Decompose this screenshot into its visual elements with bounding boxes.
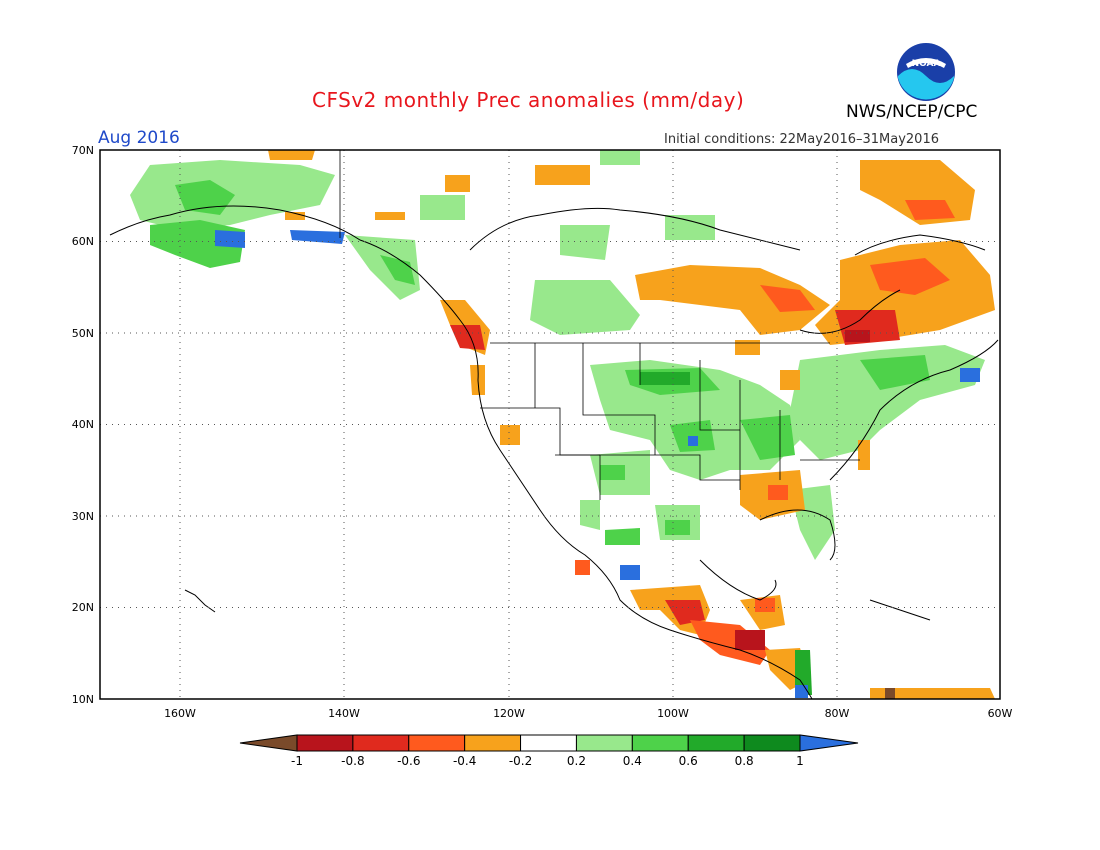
lon-label: 140W bbox=[328, 707, 360, 720]
colorbar-label: -0.6 bbox=[397, 754, 420, 768]
lon-label: 60W bbox=[988, 707, 1013, 720]
colorbar-box bbox=[575, 734, 633, 752]
colorbar-box bbox=[631, 734, 689, 752]
colorbar-label: -1 bbox=[291, 754, 303, 768]
colorbar-label: 0.8 bbox=[735, 754, 754, 768]
target-month: Aug 2016 bbox=[98, 128, 180, 148]
lat-label: 20N bbox=[72, 601, 94, 614]
colorbar-label: 0.4 bbox=[623, 754, 642, 768]
colorbar-box bbox=[464, 734, 522, 752]
coastlines bbox=[109, 205, 999, 700]
colorbar-box bbox=[687, 734, 745, 752]
lat-label: 30N bbox=[72, 510, 94, 523]
colorbar-arrow-low bbox=[239, 734, 298, 752]
logo-text: NOAA bbox=[912, 59, 941, 69]
initial-conditions: Initial conditions: 22May2016–31May2016 bbox=[664, 132, 939, 147]
lon-label: 100W bbox=[657, 707, 689, 720]
agency-label: NWS/NCEP/CPC bbox=[846, 102, 978, 122]
lon-label: 160W bbox=[164, 707, 196, 720]
colorbar-arrow-high bbox=[799, 734, 859, 752]
lat-label: 60N bbox=[72, 235, 94, 248]
noaa-logo: NOAA bbox=[896, 42, 956, 102]
longitude-labels: 160W 140W 120W 100W 80W 60W bbox=[164, 707, 1012, 720]
latitude-labels: 70N 60N 50N 40N 30N 20N 10N bbox=[72, 144, 94, 706]
lat-label: 70N bbox=[72, 144, 94, 157]
lat-label: 40N bbox=[72, 418, 94, 431]
colorbar-box bbox=[520, 734, 577, 752]
map-title: CFSv2 monthly Prec anomalies (mm/day) bbox=[312, 88, 745, 112]
gridlines bbox=[100, 150, 1000, 699]
colorbar-box bbox=[408, 734, 466, 752]
colorbar-label: 0.6 bbox=[679, 754, 698, 768]
colorbar-box bbox=[743, 734, 801, 752]
colorbar-box bbox=[296, 734, 354, 752]
map-frame bbox=[99, 149, 1001, 700]
colorbar-label: 1 bbox=[796, 754, 804, 768]
lat-label: 50N bbox=[72, 327, 94, 340]
colorbar-box bbox=[352, 734, 410, 752]
colorbar-label: -0.2 bbox=[509, 754, 532, 768]
lat-label: 10N bbox=[72, 693, 94, 706]
colorbar-label: -0.4 bbox=[453, 754, 476, 768]
colorbar: -1 -0.8 -0.6 -0.4 -0.2 0.2 0.4 0.6 0.8 1 bbox=[239, 734, 859, 768]
colorbar-label: -0.8 bbox=[341, 754, 364, 768]
state-borders bbox=[339, 150, 860, 500]
lon-label: 120W bbox=[493, 707, 525, 720]
lon-label: 80W bbox=[825, 707, 850, 720]
colorbar-label: 0.2 bbox=[567, 754, 586, 768]
